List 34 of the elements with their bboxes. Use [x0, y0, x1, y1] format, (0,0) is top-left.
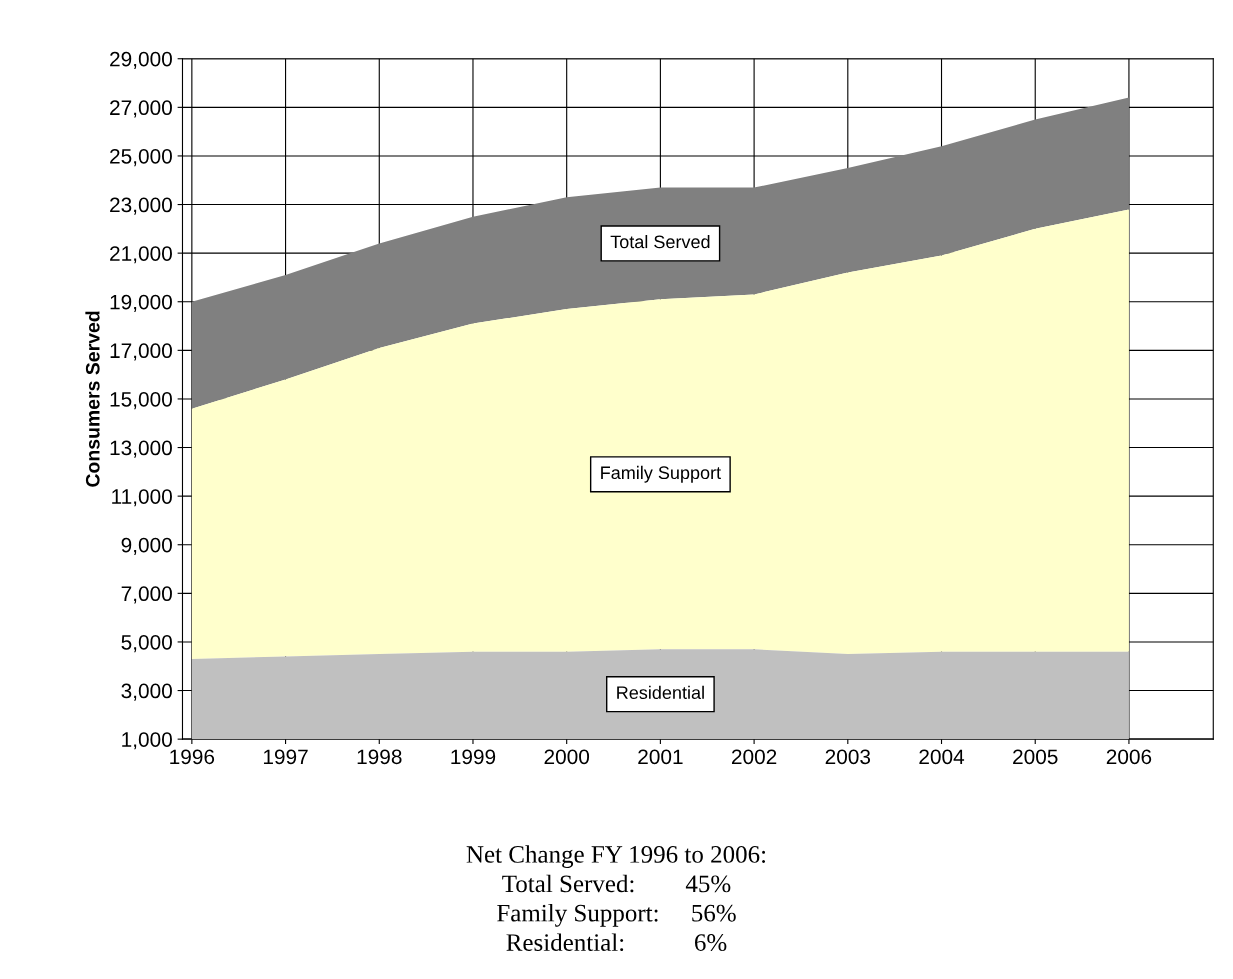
y-tick-label: 23,000: [110, 197, 172, 215]
text: Total Served: 45%: [502, 874, 731, 893]
text: Net Change FY 1996 to 2006:: [466, 845, 766, 868]
y-tick-label: 13,000: [110, 440, 172, 458]
y-tick-label: 15,000: [110, 391, 172, 410]
x-tick-label: 2005: [1013, 749, 1058, 765]
x-tick-label: 1997: [263, 749, 308, 765]
y-tick-label: 21,000: [110, 246, 172, 264]
x-tick-label: 2000: [544, 749, 590, 765]
x-tick-label: 2001: [638, 749, 683, 765]
y-tick-label: 11,000: [112, 489, 172, 507]
x-tick-label: 1996: [170, 749, 215, 765]
y-tick-label: 9,000: [121, 537, 172, 555]
y-tick-label: 17,000: [110, 343, 172, 361]
x-tick-label: 1999: [451, 749, 496, 765]
y-tick-label: 19,000: [110, 294, 172, 312]
text: Residential: 6%: [506, 933, 727, 952]
y-tick-label: 3,000: [121, 683, 172, 701]
series-label: Family Support: [601, 465, 721, 483]
x-tick-label: 2006: [1106, 749, 1152, 765]
text: Family Support: 56%: [497, 903, 736, 927]
y-tick-label: 25,000: [110, 148, 172, 167]
series-label: Total Served: [610, 235, 710, 249]
y-tick-label: 29,000: [110, 51, 172, 69]
series-label: Residential: [617, 685, 704, 700]
y-tick-label: 5,000: [121, 634, 172, 653]
x-tick-label: 2004: [919, 749, 965, 765]
x-tick-label: 1998: [357, 749, 402, 765]
x-tick-label: 2002: [731, 749, 777, 765]
y-tick-label: 1,000: [122, 732, 172, 750]
y-axis-title: Consumers Served: [85, 311, 100, 487]
x-tick-label: 2003: [825, 749, 871, 765]
y-tick-label: 7,000: [121, 586, 172, 604]
y-tick-label: 27,000: [110, 100, 172, 118]
